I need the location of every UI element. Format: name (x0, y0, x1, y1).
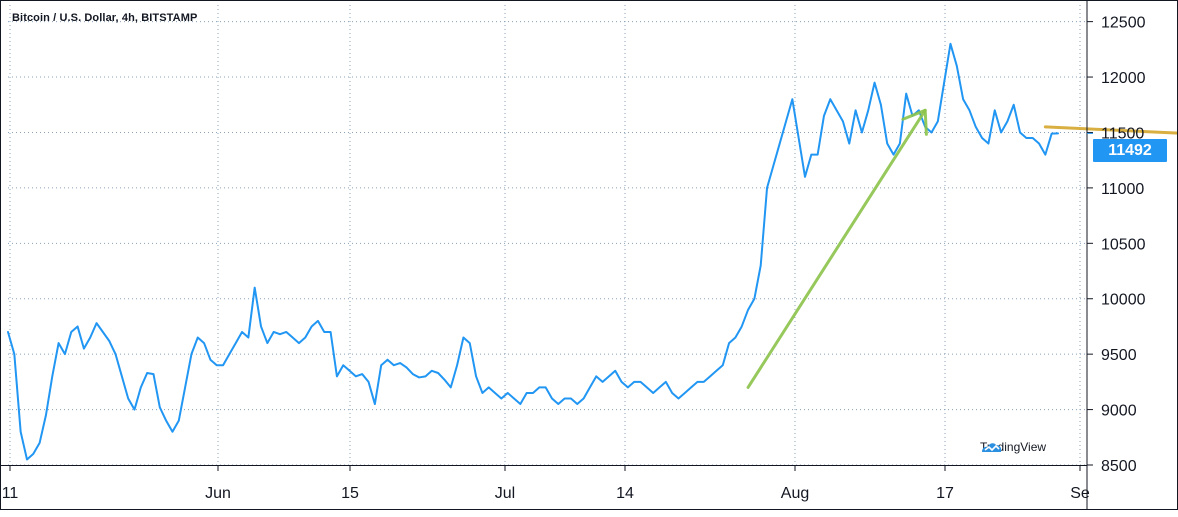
x-tick-label: 17 (936, 485, 954, 502)
green-arrow-shaft (746, 108, 927, 389)
y-tick-label: 12500 (1101, 15, 1146, 32)
y-tick-label: 9500 (1101, 347, 1137, 364)
y-tick-label: 11500 (1101, 125, 1144, 142)
tradingview-watermark: TradingView (980, 440, 1046, 454)
last-price-badge: 11492 (1093, 139, 1167, 162)
y-tick-label: 10500 (1101, 236, 1146, 253)
grid-layer (8, 5, 1087, 466)
x-tick-label: Se (1070, 485, 1090, 502)
price-line-series (7, 42, 1059, 461)
x-tick-label: 11 (2, 485, 19, 502)
chart-title: Bitcoin / U.S. Dollar, 4h, BITSTAMP (12, 12, 198, 24)
gold-arrow-shaft (1043, 125, 1178, 135)
x-tick-label: Aug (781, 485, 809, 502)
x-tick-label: Jul (495, 485, 515, 502)
y-tick-label: 12000 (1101, 70, 1146, 87)
series-layer (7, 42, 1059, 461)
x-tick-label: 14 (616, 485, 634, 502)
x-tick-label: 15 (341, 485, 359, 502)
green-arrow-head (901, 108, 928, 136)
annotation-layer (746, 108, 1178, 389)
y-tick-label: 9000 (1101, 403, 1137, 420)
y-tick-label: 8500 (1101, 458, 1137, 475)
y-tick-label: 11000 (1101, 181, 1144, 198)
tradingview-logo-icon (982, 443, 1002, 452)
y-tick-label: 10000 (1101, 292, 1146, 309)
x-tick-label: Jun (205, 485, 231, 502)
